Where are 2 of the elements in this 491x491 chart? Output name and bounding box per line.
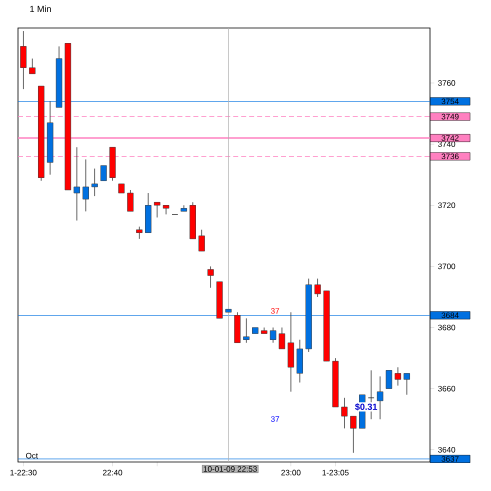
annotation: $0.31 [355, 403, 378, 411]
chart-title: 1 Min [30, 6, 51, 12]
